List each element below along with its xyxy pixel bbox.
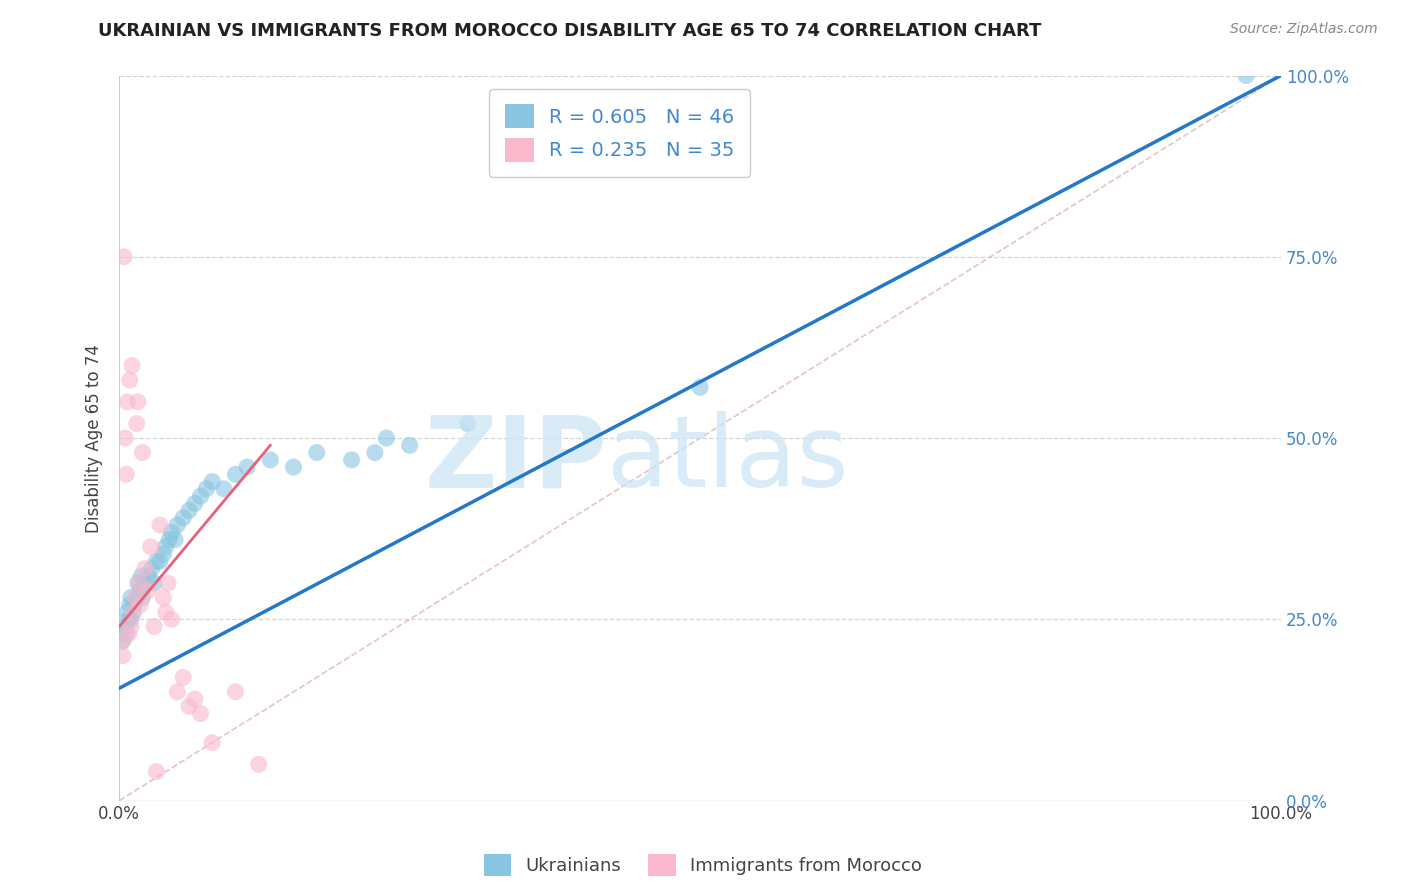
Point [111, 648, 134, 663]
Point [224, 467, 246, 482]
Point [125, 417, 148, 431]
Point [172, 670, 194, 684]
Point [134, 561, 156, 575]
Point [224, 685, 246, 699]
Point [689, 380, 711, 394]
Point [115, 467, 138, 482]
Point [166, 685, 188, 699]
Point [157, 576, 180, 591]
Point [398, 438, 420, 452]
Point [160, 525, 183, 540]
Point [143, 619, 166, 633]
Point [177, 503, 200, 517]
Point [115, 627, 138, 641]
Point [212, 482, 235, 496]
Point [152, 591, 174, 605]
Point [110, 634, 132, 648]
Point [117, 627, 139, 641]
Point [120, 619, 142, 633]
Point [340, 452, 363, 467]
Point [117, 605, 139, 619]
Point [145, 554, 167, 568]
Point [364, 445, 387, 459]
Point [129, 598, 152, 612]
Point [111, 634, 134, 648]
Point [125, 591, 148, 605]
Point [149, 518, 172, 533]
Point [177, 699, 200, 714]
Point [143, 576, 166, 591]
Point [236, 460, 259, 475]
Point [117, 612, 139, 626]
Point [120, 612, 142, 626]
Point [129, 583, 152, 598]
Point [112, 250, 135, 264]
Point [457, 417, 479, 431]
Point [305, 445, 328, 459]
Point [127, 576, 149, 591]
Text: atlas: atlas [607, 411, 849, 508]
Point [134, 576, 156, 591]
Point [283, 460, 305, 475]
Point [247, 757, 270, 772]
Point [259, 452, 281, 467]
Point [145, 764, 167, 779]
Point [172, 511, 194, 525]
Point [152, 547, 174, 561]
Text: UKRAINIAN VS IMMIGRANTS FROM MOROCCO DISABILITY AGE 65 TO 74 CORRELATION CHART: UKRAINIAN VS IMMIGRANTS FROM MOROCCO DIS… [98, 22, 1042, 40]
Point [118, 598, 141, 612]
Y-axis label: Disability Age 65 to 74: Disability Age 65 to 74 [86, 343, 103, 533]
Point [124, 598, 146, 612]
Point [117, 394, 139, 409]
Point [160, 612, 183, 626]
Point [184, 692, 207, 706]
Point [131, 569, 153, 583]
Point [190, 489, 212, 503]
Point [128, 576, 150, 591]
Point [1234, 69, 1257, 83]
Point [131, 591, 153, 605]
Point [131, 445, 153, 459]
Point [120, 591, 142, 605]
Point [166, 518, 188, 533]
Point [184, 496, 207, 510]
Point [190, 706, 212, 721]
Point [139, 540, 162, 554]
Point [201, 475, 224, 489]
Point [155, 605, 177, 619]
Point [157, 533, 180, 547]
Legend: R = 0.605   N = 46, R = 0.235   N = 35: R = 0.605 N = 46, R = 0.235 N = 35 [489, 89, 751, 178]
Point [136, 569, 159, 583]
Point [124, 591, 146, 605]
Point [163, 533, 186, 547]
Point [122, 605, 145, 619]
Point [118, 373, 141, 387]
Point [155, 540, 177, 554]
Point [149, 554, 172, 568]
Point [195, 482, 218, 496]
Text: Source: ZipAtlas.com: Source: ZipAtlas.com [1230, 22, 1378, 37]
Point [121, 359, 143, 373]
Text: ZIP: ZIP [425, 411, 607, 508]
Legend: Ukrainians, Immigrants from Morocco: Ukrainians, Immigrants from Morocco [477, 847, 929, 883]
Point [201, 736, 224, 750]
Point [375, 431, 398, 445]
Point [122, 605, 145, 619]
Point [141, 561, 163, 575]
Point [136, 583, 159, 598]
Point [127, 394, 149, 409]
Point [114, 619, 136, 633]
Point [114, 431, 136, 445]
